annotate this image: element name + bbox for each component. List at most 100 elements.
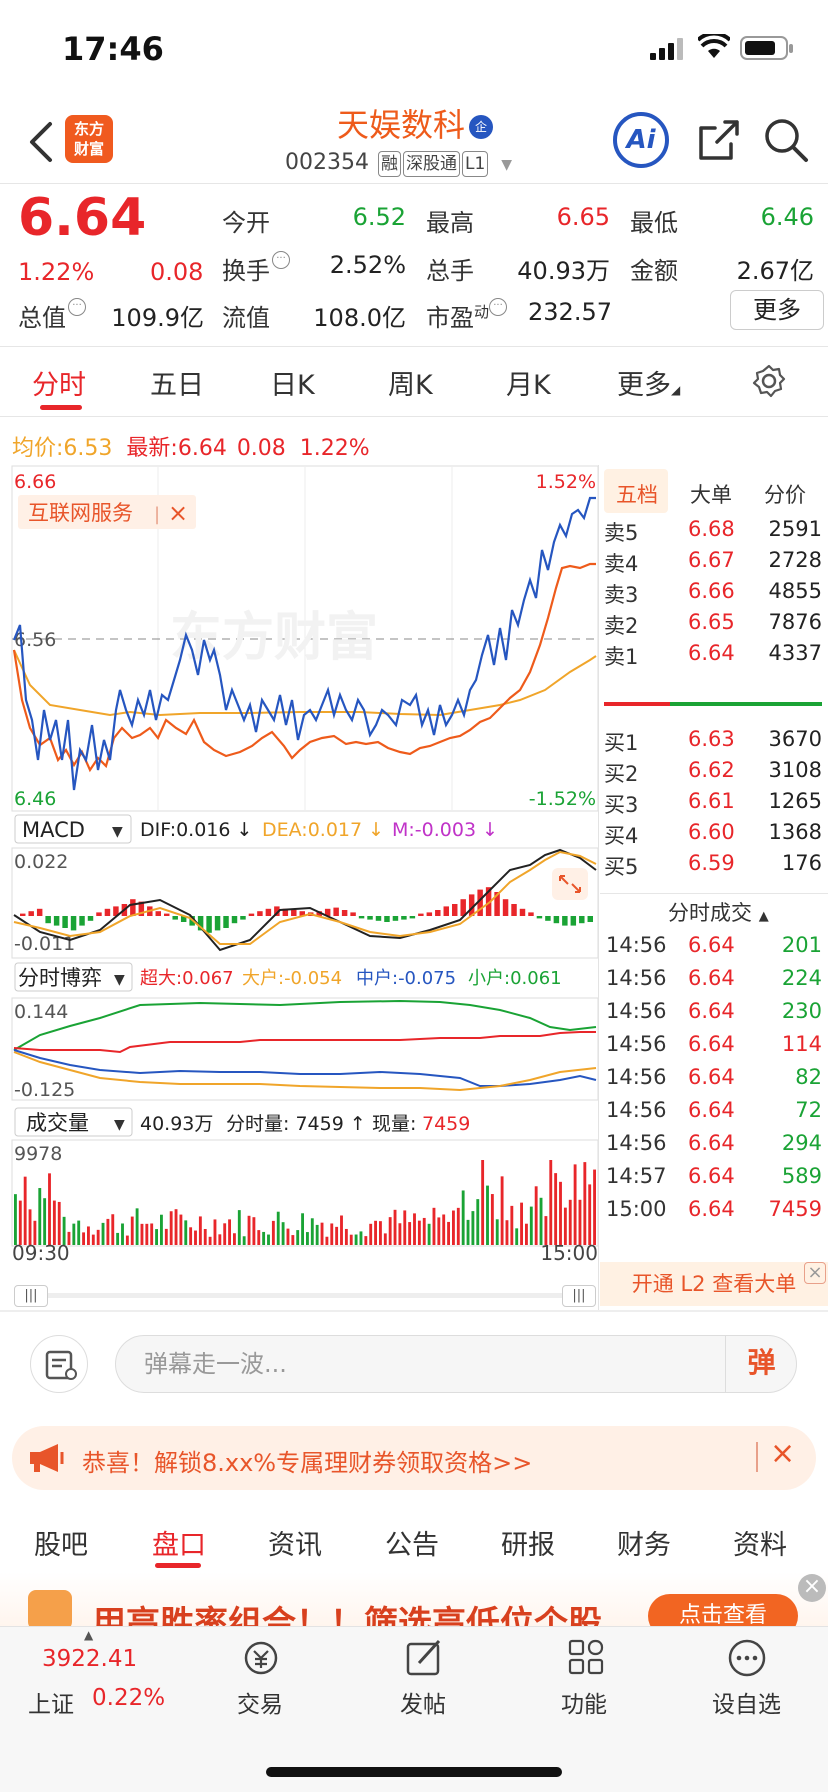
macd-bar xyxy=(333,907,339,916)
tab-guba[interactable]: 股吧 xyxy=(34,1530,88,1561)
macd-dea-line xyxy=(13,850,597,945)
bogame-dahu-line xyxy=(13,1051,597,1092)
nav-post[interactable]: 发帖 xyxy=(400,1692,446,1718)
more-button[interactable]: 更多 xyxy=(730,290,824,330)
macd-bar xyxy=(172,916,178,920)
pct-min-label: -1.52% xyxy=(529,788,596,810)
volume-bar xyxy=(23,1176,27,1245)
trade-row[interactable]: 14:56 6.64 294 xyxy=(600,1131,828,1167)
nav-add-watchlist[interactable]: 设自选 xyxy=(712,1692,781,1718)
trade-row[interactable]: 14:57 6.64 589 xyxy=(600,1164,828,1200)
share-icon[interactable] xyxy=(695,116,743,164)
post-icon[interactable] xyxy=(403,1637,445,1679)
volume-bar xyxy=(437,1217,441,1245)
volume-bar xyxy=(315,1224,319,1245)
sector-tag[interactable]: 互联网服务 | × xyxy=(18,495,196,529)
tab-more[interactable]: 更多◢ xyxy=(617,370,681,401)
turnover-label[interactable]: 换手 ··· xyxy=(222,251,290,286)
bid-row[interactable]: 买4 6.60 1368 xyxy=(600,820,828,856)
trade-row[interactable]: 14:56 6.64 114 xyxy=(600,1032,828,1068)
intraday-chart[interactable]: 东方财富 6.66 6.56 6.46 1.52% -1.52% 互联网服务 |… xyxy=(0,460,600,1270)
nav-trade[interactable]: 交易 xyxy=(237,1692,283,1718)
tab-daily-k[interactable]: 日K xyxy=(270,370,315,401)
slider-right-handle[interactable]: ||| xyxy=(562,1285,596,1307)
tab-financials[interactable]: 财务 xyxy=(617,1530,671,1561)
settings-icon[interactable] xyxy=(752,364,786,398)
trades-title[interactable]: 分时成交 ▲ xyxy=(668,901,769,925)
trade-icon[interactable] xyxy=(240,1637,282,1679)
bid-row[interactable]: 买2 6.62 3108 xyxy=(600,758,828,794)
volume-bar xyxy=(271,1220,275,1245)
tab-profile[interactable]: 资料 xyxy=(733,1530,787,1561)
trade-row[interactable]: 14:56 6.64 82 xyxy=(600,1065,828,1101)
bid-volume: 176 xyxy=(781,851,822,875)
macd-bar xyxy=(562,916,568,926)
market-cap-label[interactable]: 总值 ··· xyxy=(18,298,86,333)
sector-tag-label: 互联网服务 xyxy=(28,501,133,525)
bogame-select[interactable] xyxy=(14,962,133,992)
trade-row[interactable]: 14:56 6.64 224 xyxy=(600,966,828,1002)
pe-label[interactable]: 市盈动 ··· xyxy=(426,298,508,333)
banner-button[interactable]: 点击查看 xyxy=(648,1594,798,1626)
ask-row[interactable]: 卖4 6.67 2728 xyxy=(600,548,828,584)
trade-row[interactable]: 15:00 6.64 7459 xyxy=(600,1197,828,1233)
trade-price: 6.64 xyxy=(688,1197,735,1221)
danmu-input[interactable]: 弹幕走一波... xyxy=(115,1335,797,1393)
macd-bar xyxy=(502,899,509,916)
macd-select[interactable] xyxy=(14,814,132,844)
promo-banner[interactable] xyxy=(12,1426,816,1490)
trade-time: 14:56 xyxy=(606,999,667,1023)
trade-row[interactable]: 14:56 6.64 72 xyxy=(600,1098,828,1134)
tab-announcements[interactable]: 公告 xyxy=(385,1530,439,1561)
close-icon[interactable]: × xyxy=(804,1262,826,1284)
info-icon: ··· xyxy=(489,298,508,316)
index-value[interactable]: 3922.41 xyxy=(42,1646,138,1672)
danmu-send-button[interactable]: 弹 xyxy=(725,1335,797,1393)
expand-icon[interactable] xyxy=(552,868,588,900)
ask-row[interactable]: 卖3 6.66 4855 xyxy=(600,579,828,615)
tab-intraday[interactable]: 分时 xyxy=(32,370,86,401)
bid-row[interactable]: 买5 6.59 176 xyxy=(600,851,828,887)
tab-big-orders[interactable]: 大单 xyxy=(690,483,732,507)
volume-fenshi: 分时量: 7459 ↑ xyxy=(226,1113,366,1135)
bid-row[interactable]: 买1 6.63 3670 xyxy=(600,727,828,763)
high-value: 6.65 xyxy=(556,203,610,231)
trade-row[interactable]: 14:56 6.64 201 xyxy=(600,933,828,969)
tab-research[interactable]: 研报 xyxy=(501,1530,555,1561)
add-watchlist-icon[interactable] xyxy=(726,1637,768,1679)
tab-pankou[interactable]: 盘口 xyxy=(152,1530,206,1561)
slider-left-handle[interactable]: ||| xyxy=(14,1285,48,1307)
ask-row[interactable]: 卖2 6.65 7876 xyxy=(600,610,828,646)
trade-volume: 82 xyxy=(795,1065,822,1089)
tab-weekly-k[interactable]: 周K xyxy=(388,370,433,401)
tab-five-levels[interactable]: 五档 xyxy=(616,483,658,507)
volume-bar xyxy=(208,1236,212,1245)
function-icon[interactable] xyxy=(565,1637,607,1679)
close-icon[interactable]: × xyxy=(770,1436,796,1471)
back-button[interactable] xyxy=(22,118,62,166)
trade-volume: 294 xyxy=(781,1131,822,1155)
tab-monthly-k[interactable]: 月K xyxy=(506,370,551,401)
ai-button[interactable]: Ai xyxy=(613,112,669,168)
stock-code-row[interactable]: 002354 融深股通 L1 ▼ xyxy=(285,150,512,177)
close-icon[interactable]: × xyxy=(798,1574,826,1602)
danmu-list-icon[interactable] xyxy=(30,1335,88,1393)
ask-volume: 2728 xyxy=(768,548,822,572)
volume-select[interactable] xyxy=(14,1107,133,1137)
tab-5day[interactable]: 五日 xyxy=(150,370,204,401)
ad-banner[interactable]: 用高胜率组合！！筛选高低位个股 点击查看 × xyxy=(0,1572,828,1626)
bid-row[interactable]: 买3 6.61 1265 xyxy=(600,789,828,825)
trade-row[interactable]: 14:56 6.64 230 xyxy=(600,999,828,1035)
time-range-slider[interactable]: ||| ||| xyxy=(14,1285,598,1307)
ask-row[interactable]: 卖5 6.68 2591 xyxy=(600,517,828,553)
ask-row[interactable]: 卖1 6.64 4337 xyxy=(600,641,828,677)
search-icon[interactable] xyxy=(762,116,810,164)
tab-news[interactable]: 资讯 xyxy=(268,1530,322,1561)
nav-function[interactable]: 功能 xyxy=(561,1692,607,1718)
time-end-label: 15:00 xyxy=(540,1241,598,1265)
close-icon[interactable]: × xyxy=(168,499,188,527)
status-bar: 17:46 xyxy=(0,0,828,100)
stock-name[interactable]: 天娱数科企 xyxy=(300,100,530,146)
l2-upgrade-bar[interactable]: 开通 L2 查看大单 xyxy=(600,1262,828,1306)
tab-price-distribution[interactable]: 分价 xyxy=(764,483,806,507)
